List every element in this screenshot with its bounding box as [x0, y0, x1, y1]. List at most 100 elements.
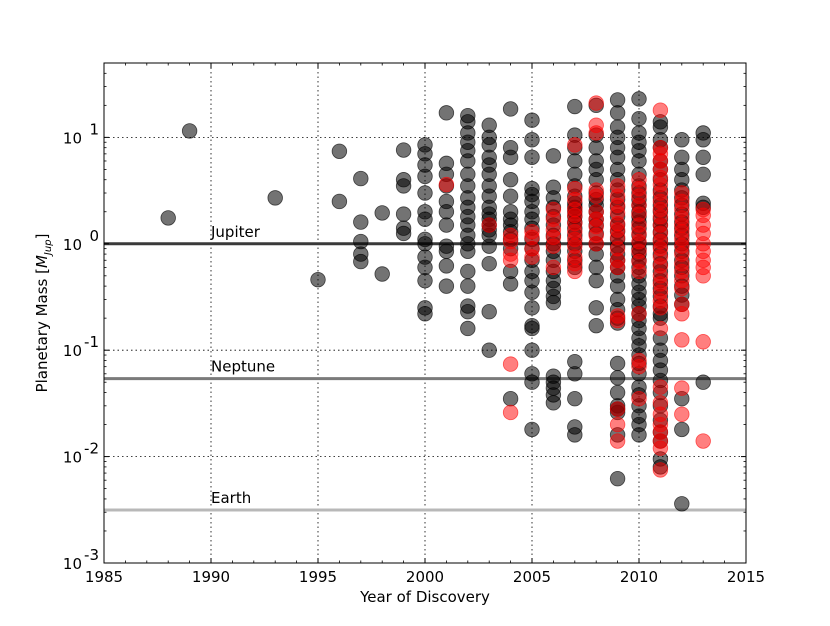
- data-point-black: [353, 253, 369, 270]
- y-tick-label-exponent: -2: [84, 440, 99, 458]
- data-point-black: [545, 294, 562, 311]
- y-tick-label-base: 10: [63, 342, 82, 360]
- data-point-red: [652, 300, 669, 316]
- data-point-red: [674, 332, 690, 348]
- data-point-black: [609, 470, 626, 487]
- data-point-black: [481, 303, 497, 320]
- data-point-black: [567, 427, 583, 443]
- y-tick-label: 10: [63, 129, 82, 147]
- data-point-black: [695, 166, 711, 182]
- data-point-black: [438, 243, 455, 259]
- axis-tick-labels: 1985 1990 1995 2000 2005 2010 201510-310-210-1…: [63, 120, 765, 586]
- data-point-red: [695, 334, 711, 350]
- data-point-red: [481, 217, 497, 233]
- y-axis-label-unit-close: ]: [33, 234, 51, 240]
- y-tick-label: 10: [63, 449, 82, 467]
- y-axis-label-main: Planetary Mass: [33, 278, 51, 392]
- x-tick-label: 2000: [406, 568, 444, 586]
- y-axis-label-unit-open: [: [33, 268, 51, 279]
- data-point-black: [481, 238, 497, 254]
- reference-label-neptune: Neptune: [211, 358, 275, 376]
- data-points: [160, 91, 711, 512]
- data-point-red: [588, 95, 604, 111]
- data-point-black: [502, 391, 519, 407]
- data-point-red: [695, 268, 711, 284]
- data-point-black: [417, 211, 433, 227]
- data-point-black: [567, 98, 583, 115]
- data-point-black: [524, 342, 540, 358]
- data-point-black: [460, 153, 476, 169]
- data-point-black: [460, 303, 476, 320]
- data-point-black: [395, 142, 412, 158]
- data-point-black: [353, 214, 369, 230]
- data-point-red: [567, 137, 583, 153]
- data-point-black: [502, 149, 519, 165]
- data-point-black: [460, 263, 476, 280]
- data-point-black: [417, 272, 433, 289]
- axis-ticks: [103, 63, 747, 564]
- data-point-black: [524, 149, 540, 165]
- data-point-black: [631, 427, 647, 443]
- y-axis-label-unit-sub: Jup: [43, 239, 54, 257]
- reference-label-earth: Earth: [211, 489, 251, 507]
- data-point-black: [481, 255, 497, 272]
- x-tick-label: 1990: [192, 568, 230, 586]
- y-tick-label-exponent: 0: [89, 227, 99, 245]
- data-point-black: [588, 139, 604, 156]
- x-tick-label: 1995: [299, 568, 337, 586]
- data-point-black: [481, 342, 497, 358]
- data-point-black: [631, 91, 647, 107]
- data-point-black: [545, 395, 562, 411]
- data-point-black: [524, 300, 540, 316]
- data-point-black: [609, 278, 626, 294]
- data-point-black: [331, 193, 348, 210]
- reference-label-jupiter: Jupiter: [210, 223, 261, 241]
- y-tick-label-exponent: -3: [84, 546, 99, 564]
- data-point-black: [160, 210, 176, 226]
- data-point-red: [609, 259, 626, 276]
- data-point-red: [674, 306, 690, 322]
- data-point-red: [631, 358, 647, 375]
- data-point-black: [502, 101, 519, 117]
- data-point-black: [524, 284, 540, 300]
- data-point-black: [674, 421, 690, 438]
- data-point-red: [588, 188, 604, 204]
- data-point-red: [652, 379, 669, 395]
- x-axis-label: Year of Discovery: [359, 588, 490, 606]
- data-point-black: [417, 168, 433, 185]
- data-point-red: [588, 125, 604, 141]
- data-point-black: [567, 391, 583, 407]
- data-point-black: [524, 374, 540, 390]
- data-point-black: [695, 132, 711, 148]
- data-point-black: [502, 276, 519, 292]
- data-point-black: [567, 153, 583, 169]
- data-point-red: [609, 433, 626, 449]
- data-point-black: [695, 374, 711, 390]
- data-point-black: [545, 148, 562, 164]
- y-tick-label-base: 10: [63, 555, 82, 573]
- data-point-red: [609, 312, 626, 329]
- x-tick-label: 2010: [620, 568, 658, 586]
- data-point-red: [524, 249, 540, 265]
- data-point-black: [502, 172, 519, 188]
- data-point-black: [567, 366, 583, 382]
- data-point-black: [631, 153, 647, 169]
- data-point-black: [331, 143, 348, 159]
- data-point-black: [417, 259, 433, 276]
- data-point-black: [267, 190, 283, 206]
- data-point-black: [395, 178, 412, 194]
- data-point-red: [502, 252, 519, 268]
- data-point-black: [438, 278, 455, 294]
- data-point-red: [609, 416, 626, 433]
- y-tick-label-base: 10: [63, 449, 82, 467]
- data-point-black: [674, 132, 690, 148]
- data-point-black: [438, 258, 455, 274]
- data-point-red: [631, 263, 647, 280]
- data-point-red: [631, 391, 647, 407]
- data-point-black: [609, 370, 626, 386]
- y-tick-label-base: 10: [63, 236, 82, 254]
- data-point-red: [588, 236, 604, 252]
- data-point-black: [310, 271, 326, 288]
- x-tick-label: 2005: [513, 568, 551, 586]
